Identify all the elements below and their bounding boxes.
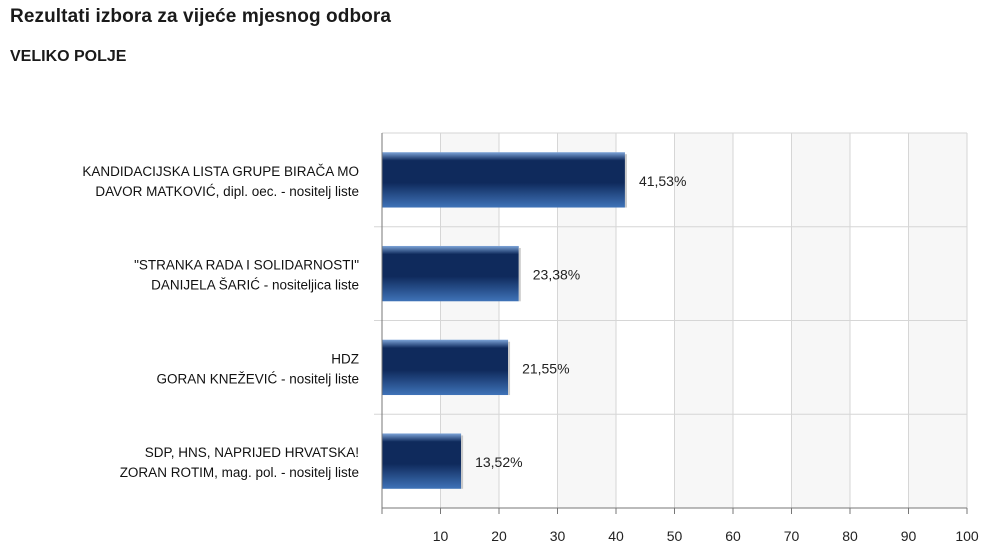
category-label: ZORAN ROTIM, mag. pol. - nositelj liste	[120, 465, 359, 480]
data-label: 13,52%	[475, 454, 522, 470]
bar	[382, 245, 519, 302]
data-label: 21,55%	[522, 360, 569, 376]
x-tick-label: 70	[784, 528, 800, 544]
bar-shadow	[508, 341, 511, 396]
x-tick-label: 50	[667, 528, 683, 544]
category-label: DANIJELA ŠARIĆ - nositeljica liste	[151, 278, 359, 293]
bar-shadow	[624, 154, 627, 208]
category-label: SDP, HNS, NAPRIJED HRVATSKA!	[145, 445, 359, 460]
x-tick-label: 20	[491, 528, 507, 544]
category-label: DAVOR MATKOVIĆ, dipl. oec. - nositelj li…	[95, 184, 359, 199]
category-label: HDZ	[331, 351, 359, 366]
x-tick-label: 10	[433, 528, 449, 544]
category-label: KANDIDACIJSKA LISTA GRUPE BIRAČA MO	[82, 164, 359, 179]
data-label: 41,53%	[639, 173, 686, 189]
bar	[382, 339, 509, 396]
bar	[382, 152, 625, 208]
data-label: 23,38%	[533, 267, 580, 283]
chart-subtitle: VELIKO POLJE	[10, 48, 127, 65]
x-tick-label: 40	[608, 528, 624, 544]
chart-title: Rezultati izbora za vijeće mjesnog odbor…	[10, 6, 392, 27]
x-tick-label: 90	[901, 528, 917, 544]
x-tick-label: 60	[725, 528, 741, 544]
bar	[382, 433, 462, 489]
x-tick-label: 100	[955, 528, 979, 544]
x-tick-label: 30	[550, 528, 566, 544]
category-label: GORAN KNEŽEVIĆ - nositelj liste	[156, 371, 359, 386]
bar-shadow	[518, 247, 521, 302]
x-tick-label: 80	[842, 528, 858, 544]
bar-shadow	[461, 435, 464, 489]
category-label: "STRANKA RADA I SOLIDARNOSTI"	[134, 258, 359, 273]
